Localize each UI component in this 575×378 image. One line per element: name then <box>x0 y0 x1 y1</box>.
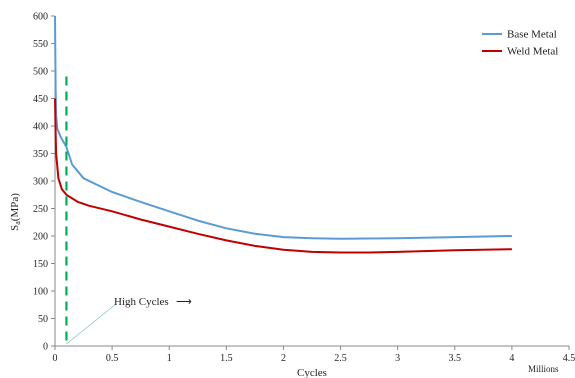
annotation-leader-line <box>66 303 117 345</box>
x-tick-label: 4 <box>509 353 514 364</box>
series-layer <box>54 15 512 254</box>
x-axis-ticks: 0 0.5 1 1.5 2 2.5 3 3.5 4 4.5 <box>53 346 575 364</box>
y-tick-label: 200 <box>33 232 48 243</box>
y-axis-title-unit: (MPa) <box>9 193 21 221</box>
y-axis-title-subscript: a <box>13 221 22 225</box>
y-axis-ticks: 0 50 100 150 200 250 300 350 400 450 500 550 600 <box>33 12 55 353</box>
x-axis-unit-label: Millions <box>528 364 559 374</box>
y-tick-label: 400 <box>33 122 48 133</box>
x-tick-label: 1.5 <box>220 353 233 364</box>
series-line-base-metal <box>54 15 512 240</box>
y-tick-label: 250 <box>33 204 48 215</box>
y-tick-label: 500 <box>33 67 48 78</box>
x-tick-label: 4.5 <box>563 353 575 364</box>
x-tick-label: 1 <box>167 353 172 364</box>
y-axis-title-main: S <box>9 225 21 231</box>
x-tick-label: 3 <box>395 353 400 364</box>
x-tick-label: 3.5 <box>449 353 462 364</box>
series-line-weld-metal <box>54 98 512 254</box>
x-tick-label: 0.5 <box>106 353 119 364</box>
y-tick-label: 150 <box>33 259 48 270</box>
legend-label-weld-metal: Weld Metal <box>507 46 558 58</box>
y-tick-label: 100 <box>33 287 48 298</box>
y-tick-label: 550 <box>33 39 48 50</box>
y-axis-title: Sa(MPa) <box>9 193 22 231</box>
y-tick-label: 600 <box>33 12 48 23</box>
y-tick-label: 450 <box>33 94 48 105</box>
x-tick-label: 0 <box>53 353 58 364</box>
legend: Base Metal Weld Metal <box>482 29 558 58</box>
x-tick-label: 2 <box>281 353 286 364</box>
annotation-high-cycles: High Cycles <box>114 296 169 308</box>
x-axis-title: Cycles <box>297 367 327 378</box>
annotation-arrow-icon: ⟶ <box>176 296 192 308</box>
y-tick-label: 300 <box>33 177 48 188</box>
y-tick-label: 0 <box>43 342 48 353</box>
y-tick-label: 50 <box>38 314 48 325</box>
y-tick-label: 350 <box>33 149 48 160</box>
legend-label-base-metal: Base Metal <box>507 29 557 41</box>
x-tick-label: 2.5 <box>334 353 347 364</box>
